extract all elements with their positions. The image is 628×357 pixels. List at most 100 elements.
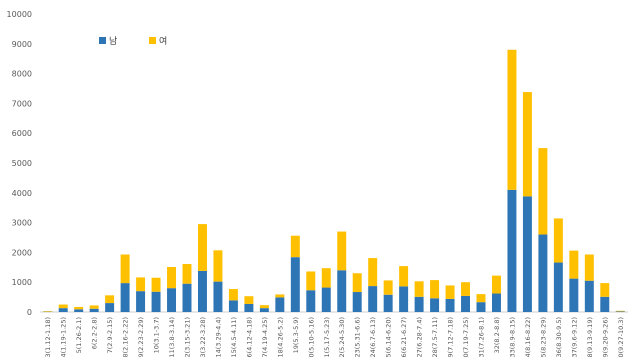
bar-segment-female — [553, 218, 563, 263]
bar-segment-male — [445, 298, 455, 312]
bar-segment-male — [538, 234, 548, 312]
bar-segment-female — [584, 254, 594, 281]
bar-segment-male — [213, 281, 223, 312]
bar-segment-male — [228, 300, 238, 312]
bar-segment-male — [120, 283, 130, 312]
bar-segment-male — [507, 189, 517, 312]
x-tick-label: 14(3.29-4.4) — [214, 317, 222, 357]
bar-segment-male — [197, 270, 207, 312]
x-tick-label: 39(9.20-9.26) — [601, 317, 609, 357]
bar-segment-male — [414, 296, 424, 312]
x-tick-label: 15(4.5-4.11) — [230, 317, 238, 357]
bar-segment-male — [182, 283, 192, 312]
bar-segment-male — [553, 262, 563, 312]
x-tick-label: 35(8.23-8.29) — [539, 317, 547, 357]
x-tick-label: 31(7.26-8.1) — [478, 317, 486, 357]
bar-segment-male — [399, 286, 409, 312]
legend-label-male: 남 — [109, 36, 117, 47]
x-tick-label: 17(4.19-4.25) — [261, 317, 269, 357]
bar-segment-female — [368, 258, 378, 287]
bar-segment-male — [337, 270, 347, 312]
bar-segment-male — [136, 291, 146, 312]
x-tick-label: 16(4.12-4.18) — [245, 317, 253, 357]
y-tick-label: 6000 — [12, 129, 32, 138]
y-tick-label: 3000 — [12, 219, 32, 228]
bar-segment-female — [615, 310, 625, 312]
x-tick-label: 6(2.2-2.8) — [91, 317, 99, 349]
bar-segment-female — [352, 273, 362, 293]
bar-segment-female — [43, 311, 53, 312]
bar-segment-female — [74, 306, 84, 310]
bar-segment-male — [321, 287, 331, 312]
bar-segment-male — [352, 292, 362, 312]
x-tick-label: 22(5.24-5.30) — [338, 317, 346, 357]
bar-segment-male — [615, 311, 625, 312]
bar-segment-female — [430, 280, 440, 299]
x-tick-label: 38(9.13-9.19) — [586, 317, 594, 357]
bar-segment-male — [522, 196, 532, 312]
bar-segment-male — [74, 309, 84, 312]
x-tick-label: 36(8.30-9.5) — [555, 317, 563, 357]
x-tick-label: 13(3.22-3.28) — [199, 317, 207, 357]
bar-segment-male — [491, 293, 501, 312]
bar-segment-female — [445, 285, 455, 299]
bar-segment-female — [167, 267, 177, 289]
bar-segment-female — [491, 275, 501, 294]
bar-segment-female — [136, 277, 146, 292]
bar-segment-female — [383, 280, 393, 295]
bar-segment-male — [89, 308, 99, 312]
bar-segment-male — [275, 297, 285, 312]
bar-segment-female — [414, 281, 424, 297]
bar-segment-male — [290, 257, 300, 312]
x-tick-label: 21(5.17-5.23) — [323, 317, 331, 357]
bar-segment-female — [58, 304, 68, 309]
bar-segment-male — [58, 308, 68, 312]
bar-segment-male — [306, 290, 316, 312]
x-tick-label: 40(9.27-10.3) — [617, 317, 625, 357]
x-tick-label: 12(3.15-3.21) — [184, 317, 192, 357]
y-tick-label: 2000 — [12, 248, 32, 257]
x-tick-label: 9(2.23-2.29) — [137, 317, 145, 357]
bar-segment-female — [259, 305, 269, 309]
bar-segment-female — [89, 305, 99, 309]
x-tick-label: 24(6.7-6.13) — [369, 317, 377, 357]
x-tick-label: 37(9.6-9.12) — [570, 317, 578, 357]
bar-segment-female — [337, 231, 347, 271]
y-tick-label: 4000 — [12, 189, 32, 198]
y-tick-label: 0 — [27, 308, 32, 317]
x-tick-label: 4(1.19-1.25) — [60, 317, 68, 357]
y-axis: 0 1000 2000 3000 4000 5000 6000 7000 8000 9000 100… — [7, 10, 628, 317]
bar-segment-male — [244, 303, 254, 312]
bar-segment-female — [569, 250, 579, 279]
y-tick-label: 5000 — [12, 159, 32, 168]
bar-segment-female — [476, 294, 486, 303]
x-tick-label: 19(5.3-5.9) — [292, 317, 300, 353]
bar-segment-male — [105, 303, 115, 312]
bar-segment-female — [213, 250, 223, 282]
bar-segment-female — [306, 271, 316, 291]
bar-segment-male — [167, 288, 177, 312]
bar-segment-male — [383, 294, 393, 312]
x-axis: 3(1.12-1.18) 4(1.19-1.25) 5(1.26-2.1) 6(2.2… — [44, 317, 625, 357]
y-tick-label: 9000 — [12, 40, 32, 49]
bar-segment-female — [151, 277, 161, 292]
x-tick-label: 28(7.5-7.11) — [431, 317, 439, 357]
x-tick-label: 26(6.21-6.27) — [400, 317, 408, 357]
x-tick-label: 33(8.9-8.15) — [508, 317, 516, 357]
x-tick-label: 5(1.26-2.1) — [75, 317, 83, 353]
legend-swatch-female — [149, 37, 156, 44]
bar-segment-female — [228, 289, 238, 301]
bar-segment-male — [259, 308, 269, 312]
y-tick-label: 8000 — [12, 70, 32, 79]
bars-group — [43, 49, 625, 312]
bar-segment-male — [600, 296, 610, 312]
x-tick-label: 30(7.19-7.25) — [462, 317, 470, 357]
bar-segment-female — [105, 295, 115, 304]
bar-segment-female — [120, 254, 130, 284]
bar-segment-female — [507, 49, 517, 190]
bar-segment-male — [151, 291, 161, 312]
bar-segment-female — [522, 92, 532, 197]
x-tick-label: 23(5.31-6.6) — [354, 317, 362, 357]
y-tick-label: 1000 — [12, 278, 32, 287]
